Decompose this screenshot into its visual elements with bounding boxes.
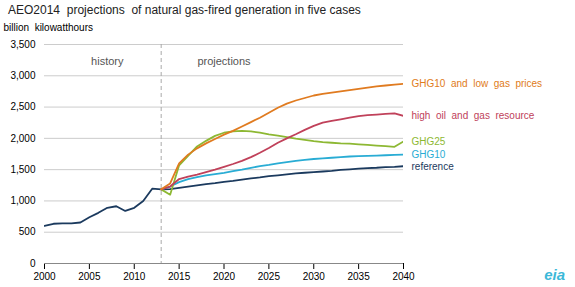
svg-text:history: history	[91, 55, 124, 67]
svg-text:2,000: 2,000	[10, 133, 35, 144]
svg-text:500: 500	[19, 226, 36, 237]
svg-text:GHG25: GHG25	[412, 136, 446, 147]
svg-text:3,000: 3,000	[10, 70, 35, 81]
html-text:AEO2014 projections of natural: AEO2014 projections of natural gas-fired…	[8, 3, 361, 17]
svg-text:2035: 2035	[348, 271, 371, 282]
svg-text:2020: 2020	[213, 271, 236, 282]
svg-text:2025: 2025	[258, 271, 281, 282]
svg-text:2030: 2030	[303, 271, 326, 282]
svg-text:2040: 2040	[392, 271, 415, 282]
svg-text:2000: 2000	[33, 271, 56, 282]
svg-text:projections: projections	[197, 55, 251, 67]
svg-text:0: 0	[30, 258, 36, 269]
svg-text:1,500: 1,500	[10, 164, 35, 175]
svg-text:3,500: 3,500	[10, 39, 35, 50]
svg-text:billion kilowatthours: billion kilowatthours	[4, 22, 94, 33]
svg-text:2010: 2010	[123, 271, 146, 282]
svg-text:1,000: 1,000	[10, 195, 35, 206]
svg-text:GHG10 and low gas prices: GHG10 and low gas prices	[412, 78, 543, 89]
svg-text:2,500: 2,500	[10, 101, 35, 112]
svg-text:high oil and gas resource: high oil and gas resource	[412, 110, 535, 121]
svg-text:GHG10: GHG10	[412, 149, 446, 160]
svg-text:reference: reference	[412, 161, 455, 172]
html-text:eia: eia	[544, 266, 565, 283]
svg-text:2015: 2015	[168, 271, 191, 282]
svg-text:2005: 2005	[78, 271, 101, 282]
